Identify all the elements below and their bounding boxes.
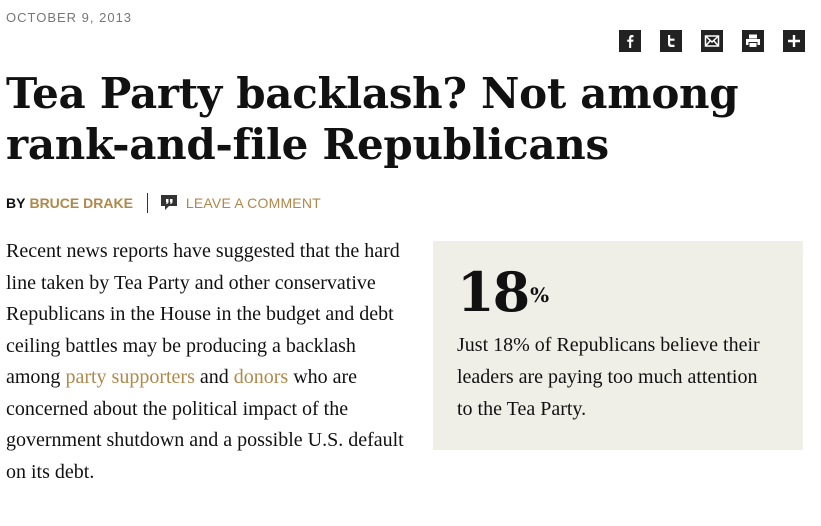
comment-icon[interactable] (160, 194, 178, 212)
more-share-button[interactable] (783, 30, 805, 52)
print-button[interactable] (742, 30, 764, 52)
print-icon (746, 34, 760, 48)
facebook-share-button[interactable] (619, 30, 641, 52)
article-title: Tea Party backlash? Not among rank-and-f… (6, 69, 739, 169)
stat-unit: % (530, 283, 550, 307)
body-text-segment: Recent news reports have suggested that … (6, 240, 400, 388)
author-link[interactable]: BRUCE DRAKE (29, 195, 133, 211)
stat-callout: 18 % Just 18% of Republicans believe the… (433, 241, 803, 450)
twitter-icon (668, 35, 675, 47)
party-supporters-link[interactable]: party supporters (65, 366, 195, 388)
share-toolbar (619, 30, 805, 52)
body-text-segment: who are concerned about the political im… (6, 366, 404, 483)
byline-prefix: BY (6, 195, 26, 211)
stat-number: 18 (457, 260, 530, 324)
article-body-paragraph: Recent news reports have suggested that … (6, 236, 406, 488)
byline: BY BRUCE DRAKE LEAVE A COMMENT (6, 193, 321, 213)
donors-link[interactable]: donors (233, 366, 289, 388)
twitter-share-button[interactable] (660, 30, 682, 52)
email-icon (704, 35, 720, 47)
leave-comment-link[interactable]: LEAVE A COMMENT (185, 195, 321, 211)
plus-icon (788, 35, 800, 47)
stat-description: Just 18% of Republicans believe their le… (457, 334, 760, 420)
stat-figure: 18 % (457, 263, 549, 321)
email-share-button[interactable] (701, 30, 723, 52)
facebook-icon (627, 35, 634, 48)
body-text-segment: and (194, 366, 234, 388)
article-date: OCTOBER 9, 2013 (6, 10, 133, 25)
byline-divider (146, 193, 148, 213)
